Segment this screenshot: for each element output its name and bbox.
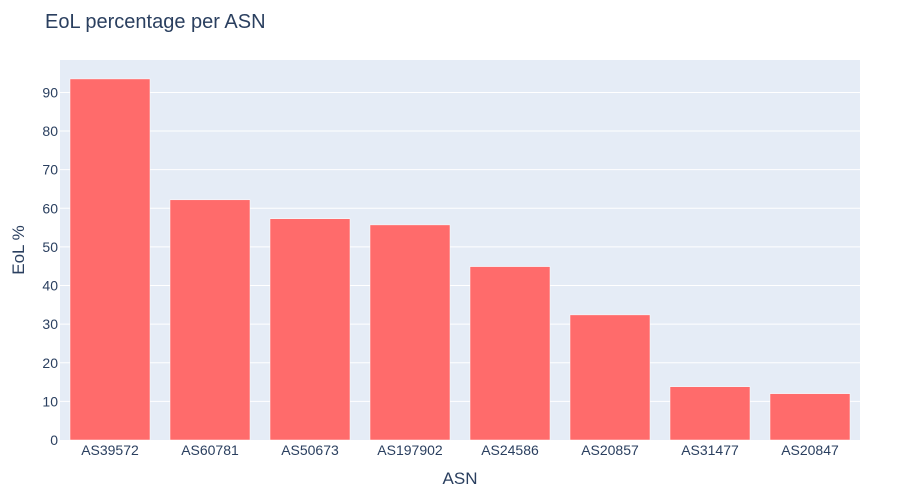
x-tick-label: AS31477 bbox=[681, 442, 739, 458]
bar-as20857[interactable] bbox=[569, 314, 651, 441]
bar-as24586[interactable] bbox=[469, 266, 551, 441]
y-tick-label: 50 bbox=[42, 239, 58, 255]
y-axis-ticks: 0 10 20 30 40 50 60 70 80 90 bbox=[42, 84, 58, 448]
x-tick-label: AS39572 bbox=[81, 442, 139, 458]
bar-as31477[interactable] bbox=[669, 386, 751, 441]
y-tick-label: 90 bbox=[42, 84, 58, 100]
y-tick-label: 30 bbox=[42, 316, 58, 332]
y-tick-label: 70 bbox=[42, 162, 58, 178]
y-tick-label: 40 bbox=[42, 278, 58, 294]
x-tick-label: AS197902 bbox=[377, 442, 443, 458]
y-tick-label: 20 bbox=[42, 355, 58, 371]
bar-as39572[interactable] bbox=[69, 78, 151, 441]
y-tick-label: 80 bbox=[42, 123, 58, 139]
y-axis-title: EoL % bbox=[9, 225, 28, 274]
chart-title: EoL percentage per ASN bbox=[45, 11, 266, 33]
bar-as50673[interactable] bbox=[269, 218, 351, 441]
y-tick-label: 10 bbox=[42, 393, 58, 409]
x-tick-label: AS60781 bbox=[181, 442, 239, 458]
x-tick-label: AS20857 bbox=[581, 442, 639, 458]
x-tick-label: AS50673 bbox=[281, 442, 339, 458]
x-tick-label: AS24586 bbox=[481, 442, 539, 458]
bar-as197902[interactable] bbox=[369, 224, 451, 441]
x-axis-title: ASN bbox=[443, 469, 478, 488]
bars bbox=[69, 78, 851, 441]
x-axis-ticks: AS39572 AS60781 AS50673 AS197902 AS24586 AS20… bbox=[81, 442, 839, 458]
bar-as20847[interactable] bbox=[769, 393, 851, 441]
y-tick-label: 0 bbox=[50, 432, 58, 448]
bar-as60781[interactable] bbox=[169, 199, 251, 441]
y-tick-label: 60 bbox=[42, 200, 58, 216]
x-tick-label: AS20847 bbox=[781, 442, 839, 458]
